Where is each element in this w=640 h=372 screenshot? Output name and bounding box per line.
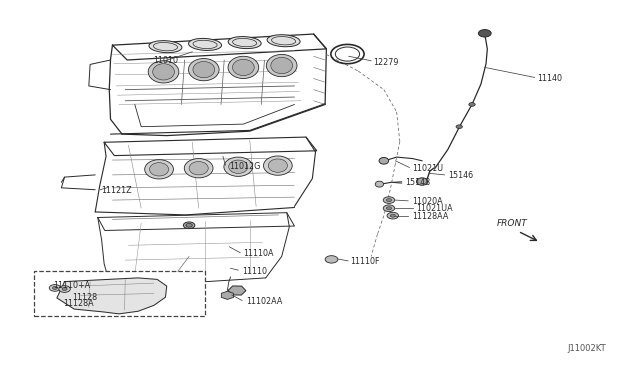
Ellipse shape (189, 161, 208, 175)
Circle shape (390, 214, 396, 217)
Text: 11110A: 11110A (243, 249, 274, 258)
Ellipse shape (266, 54, 297, 77)
Ellipse shape (188, 58, 219, 81)
Ellipse shape (186, 224, 192, 227)
Ellipse shape (264, 156, 292, 175)
Circle shape (383, 205, 395, 212)
Text: FRONT: FRONT (496, 219, 527, 228)
Text: 11128: 11128 (72, 293, 97, 302)
Circle shape (383, 197, 395, 203)
Ellipse shape (375, 181, 383, 187)
Text: 11020A: 11020A (412, 197, 443, 206)
Circle shape (59, 286, 70, 292)
Text: 11110F: 11110F (351, 257, 380, 266)
Ellipse shape (417, 178, 428, 185)
Ellipse shape (228, 36, 261, 49)
Ellipse shape (224, 157, 253, 176)
Text: 11110: 11110 (242, 267, 267, 276)
Polygon shape (57, 278, 167, 314)
Text: 11010: 11010 (153, 56, 178, 65)
Ellipse shape (232, 59, 254, 76)
Text: 11110+A: 11110+A (53, 281, 90, 290)
Bar (34, 271, 205, 317)
Ellipse shape (271, 57, 292, 74)
Ellipse shape (268, 159, 287, 172)
Circle shape (478, 30, 491, 37)
Ellipse shape (267, 35, 300, 47)
Text: 11021UA: 11021UA (417, 205, 453, 214)
Text: 15146: 15146 (448, 171, 473, 180)
Ellipse shape (149, 41, 182, 53)
Ellipse shape (193, 61, 214, 78)
Text: 11128A: 11128A (63, 299, 94, 308)
Ellipse shape (183, 222, 195, 229)
Ellipse shape (145, 160, 173, 179)
Ellipse shape (189, 38, 221, 51)
Text: 11121Z: 11121Z (102, 186, 132, 195)
Text: 11128AA: 11128AA (413, 212, 449, 221)
Circle shape (325, 256, 338, 263)
Text: 11140: 11140 (537, 74, 562, 83)
Circle shape (52, 286, 58, 289)
Ellipse shape (148, 61, 179, 83)
Text: 11102AA: 11102AA (246, 297, 282, 306)
Text: 12279: 12279 (374, 58, 399, 67)
Ellipse shape (228, 160, 248, 173)
Text: 15148: 15148 (406, 178, 431, 187)
Text: J11002KT: J11002KT (568, 344, 606, 353)
Text: 11021U: 11021U (412, 164, 443, 173)
Circle shape (387, 199, 392, 202)
Ellipse shape (379, 157, 388, 164)
Ellipse shape (184, 158, 213, 178)
Circle shape (456, 125, 463, 129)
Circle shape (468, 103, 475, 106)
Circle shape (49, 285, 61, 291)
Text: 11012G: 11012G (228, 162, 260, 171)
Ellipse shape (228, 56, 259, 78)
Circle shape (62, 288, 67, 291)
Ellipse shape (153, 64, 174, 80)
Circle shape (387, 212, 399, 219)
Ellipse shape (150, 163, 169, 176)
Circle shape (387, 207, 392, 210)
